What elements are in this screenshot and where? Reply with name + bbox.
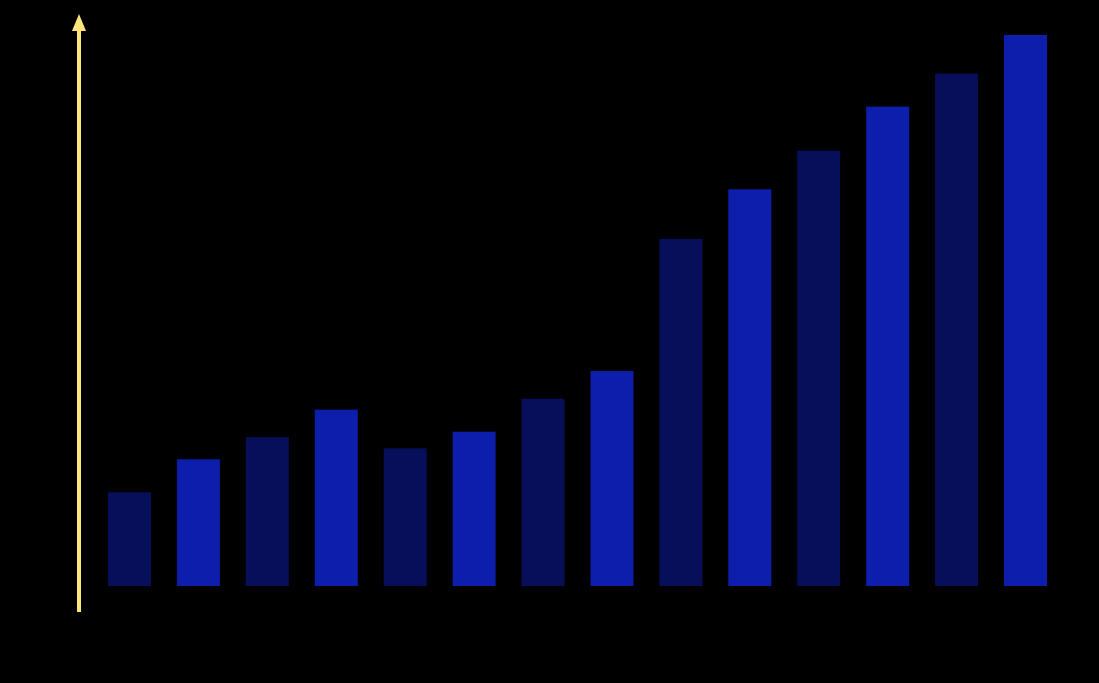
bar-11 xyxy=(797,150,841,586)
y-axis-arrow-icon xyxy=(72,14,86,31)
bar-1 xyxy=(108,492,151,586)
bar-2 xyxy=(176,459,220,586)
bar-7 xyxy=(521,398,565,586)
bar-12 xyxy=(866,106,910,586)
bar-8 xyxy=(590,371,634,586)
bar-3 xyxy=(245,437,289,586)
bar-4 xyxy=(314,409,358,586)
bar-6 xyxy=(452,431,496,586)
bars xyxy=(108,35,1047,587)
bar-5 xyxy=(383,448,427,587)
bar-14 xyxy=(1004,35,1047,586)
bar-10 xyxy=(728,189,772,587)
bar-13 xyxy=(935,73,979,587)
bar-9 xyxy=(659,238,703,586)
